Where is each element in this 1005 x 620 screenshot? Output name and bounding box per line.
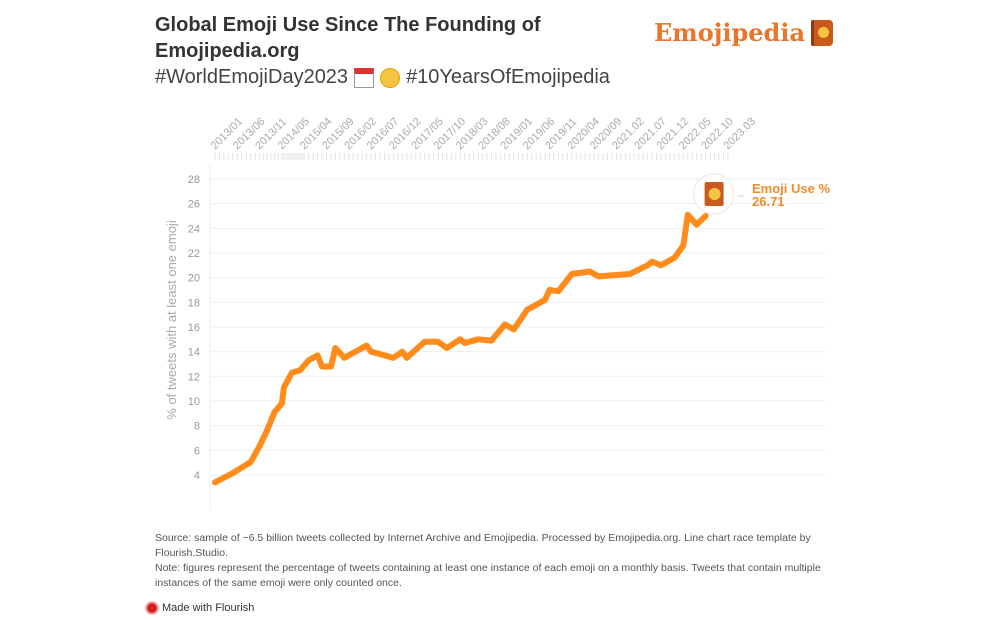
y-tick-label: 12 <box>188 371 200 383</box>
y-tick-label: 22 <box>188 248 200 260</box>
chart-footer: Source: sample of ~6.5 billion tweets co… <box>155 531 835 591</box>
y-tick-label: 4 <box>194 470 200 482</box>
chart-title: Global Emoji Use Since The Founding of E… <box>155 14 541 62</box>
y-tick-label: 26 <box>188 199 200 211</box>
y-axis-label: % of tweets with at least one emoji <box>164 220 179 420</box>
emojipedia-logo[interactable]: Emojipedia <box>654 18 833 47</box>
y-tick-label: 28 <box>188 174 200 186</box>
source-note: Source: sample of ~6.5 billion tweets co… <box>155 532 811 559</box>
y-tick-label: 20 <box>188 273 200 285</box>
y-tick-label: 24 <box>188 223 200 235</box>
series-name-label: Emoji Use % <box>752 181 830 196</box>
smiley-face-icon <box>708 188 721 200</box>
emojipedia-book-icon <box>811 19 833 46</box>
series-value-label: 26.71 <box>752 194 785 209</box>
hashtag-10-years: #10YearsOfEmojipedia <box>406 66 610 88</box>
y-tick-label: 10 <box>188 396 200 408</box>
y-tick-label: 6 <box>194 445 200 457</box>
flourish-logo-icon <box>147 603 157 613</box>
calendar-icon <box>354 67 375 88</box>
methodology-note: Note: figures represent the percentage o… <box>155 562 821 589</box>
made-with-flourish-text: Made with Flourish <box>162 602 255 614</box>
hashtag-world-emoji-day: #WorldEmojiDay2023 <box>155 66 349 88</box>
series-line-emoji-use <box>212 211 709 486</box>
chart-subtitle: #WorldEmojiDay2023 #10YearsOfEmojipedia <box>155 66 610 89</box>
y-tick-label: 14 <box>188 347 200 359</box>
y-tick-label: 16 <box>188 322 200 334</box>
made-with-flourish-link[interactable]: Made with Flourish <box>147 602 254 614</box>
logo-text: Emojipedia <box>654 18 805 47</box>
y-tick-label: 8 <box>194 421 200 433</box>
partying-face-icon <box>380 67 401 88</box>
y-tick-label: 18 <box>188 297 200 309</box>
